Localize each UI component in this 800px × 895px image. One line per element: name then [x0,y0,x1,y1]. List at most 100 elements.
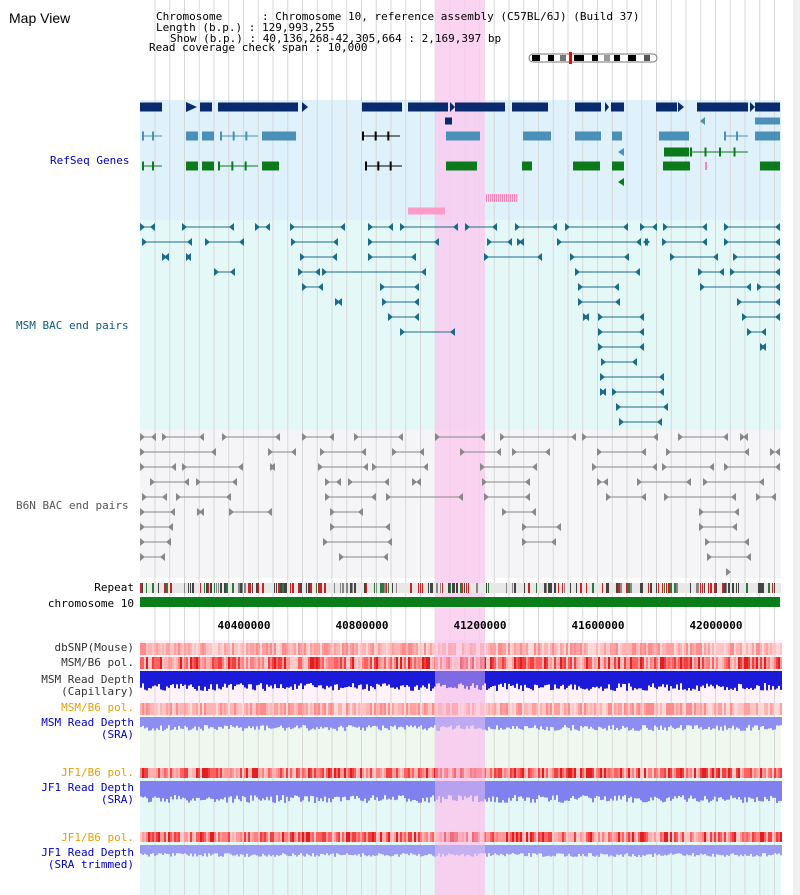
dbsnp-cell [492,643,494,655]
msm-b6-pol-cell [416,657,418,669]
repeat-element [308,583,310,593]
jf1-depth-sra-bar [732,781,734,799]
repeat-element [726,583,727,593]
jf1-b6-pol-2-cell [142,832,144,842]
msm-b6-pol-sra-cell [600,703,602,715]
jf1-b6-pol-2-cell [778,832,780,842]
msm-depth-sra-bar [542,717,544,730]
msm-b6-pol-cell [206,657,208,669]
msm-depth-cap-bar [690,671,692,691]
jf1-depth-trim-bar [756,845,758,856]
dbsnp-cell [536,643,538,655]
jf1-depth-trim-bar [634,845,636,857]
msm-bac-end-pairs-track[interactable] [140,223,780,426]
msm-depth-sra-bar [258,717,260,730]
msm-b6-pol-sra-cell [240,703,242,715]
msm-depth-cap-bar [434,671,436,687]
jf1-b6-pol-2-cell [470,832,472,842]
msm-b6-pol-cell [634,657,636,669]
track-label-refseq-genes[interactable]: RefSeq Genes [50,154,129,167]
msm-b6-pol-sra-cell [206,703,208,715]
msm-b6-pol-cell [450,657,452,669]
msm-depth-sra-bar [404,717,406,730]
dbsnp-cell [310,643,312,655]
track-label-msm-bac[interactable]: MSM BAC end pairs [16,319,129,332]
msm-depth-cap-bar [746,671,748,688]
msm-depth-cap-bar [166,671,168,687]
msm-depth-sra-bar [570,717,572,731]
msm-depth-cap-bar [422,671,424,686]
msm-b6-pol-sra-cell [290,703,292,715]
jf1-depth-trim-bar [418,845,420,855]
msm-depth-sra-bar [586,717,588,727]
gene-arrow [700,117,705,125]
refseq-genes-track[interactable] [140,102,780,215]
msm-depth-sra-bar [664,717,666,728]
b6n-bac-end-pairs-track[interactable] [140,433,780,576]
jf1-b6-pol-2-cell [514,832,516,842]
jf1-b6-pol-2-cell [178,832,180,842]
jf1-b6-pol-cell [568,768,570,778]
jf1-depth-sra-bar [402,781,404,796]
jf1-depth-trim-bar [692,845,694,854]
msm-b6-pol-cell [684,657,686,669]
msm-b6-pol-sra-cell [592,703,594,715]
jf1-depth-sra-bar [480,781,482,802]
chromosome-ideogram[interactable] [528,52,658,64]
jf1-b6-pol-2-cell [326,832,328,842]
msm-depth-sra-bar [598,717,600,727]
b6n-bac-pair-end [330,508,335,516]
selected-region-highlight[interactable] [435,0,485,895]
msm-depth-cap-bar [662,671,664,685]
jf1-b6-pol-cell [610,768,612,778]
msm-b6-pol-cell [332,657,334,669]
jf1-b6-pol-cell [702,768,704,778]
jf1-b6-pol-cell [644,768,646,778]
msm-depth-sra-bar [408,717,410,727]
msm-depth-sra-bar [486,717,488,731]
jf1-depth-sra-bar [298,781,300,798]
msm-b6-pol-cell [510,657,512,669]
b6n-bac-pair-end [140,463,145,471]
track-label-b6n-bac[interactable]: B6N BAC end pairs [16,499,129,512]
jf1-b6-pol-2-cell [338,832,340,842]
jf1-depth-sra-bar [668,781,670,798]
jf1-depth-sra-bar [456,781,458,801]
jf1-b6-pol-2-cell [542,832,544,842]
msm-depth-sra-bar [318,717,320,729]
jf1-b6-pol-2-cell [504,832,506,842]
repeat-element [738,583,739,593]
msm-depth-cap-bar [324,671,326,690]
gene-exon [389,161,392,171]
msm-b6-pol-cell [448,657,450,669]
jf1-depth-sra-bar [420,781,422,803]
jf1-depth-sra-bar [400,781,402,797]
jf1-b6-pol-cell [418,768,420,778]
msm-b6-pol-sra-cell [626,703,628,715]
msm-depth-cap-bar [174,671,176,689]
msm-depth-cap-bar [554,671,556,685]
jf1-b6-pol-cell [704,768,706,778]
jf1-b6-pol-cell [158,768,160,778]
jf1-b6-pol-2-cell [410,832,412,842]
msm-depth-cap-bar [572,671,574,690]
jf1-depth-trim-bar [742,845,744,857]
msm-depth-sra-bar [422,717,424,730]
msm-b6-pol-sra-cell [318,703,320,715]
dbsnp-cell [606,643,608,655]
b6n-bac-pair-end [398,433,403,441]
msm-b6-pol-cell [394,657,396,669]
gene-exon [704,147,707,157]
msm-depth-cap-bar [654,671,656,688]
dbsnp-cell [412,643,414,655]
jf1-b6-pol-2-cell [454,832,456,842]
repeat-element [658,583,659,593]
msm-depth-sra-bar [474,717,476,729]
jf1-b6-pol-cell [244,768,246,778]
ideogram-band [604,55,610,61]
jf1-depth-trim-bar [722,845,724,856]
data-track-label-jf1-b6-pol: JF1/B6 pol. [61,766,134,779]
msm-depth-sra-bar [214,717,216,729]
jf1-b6-pol-2-cell [436,832,438,842]
jf1-depth-trim-bar [562,845,564,854]
